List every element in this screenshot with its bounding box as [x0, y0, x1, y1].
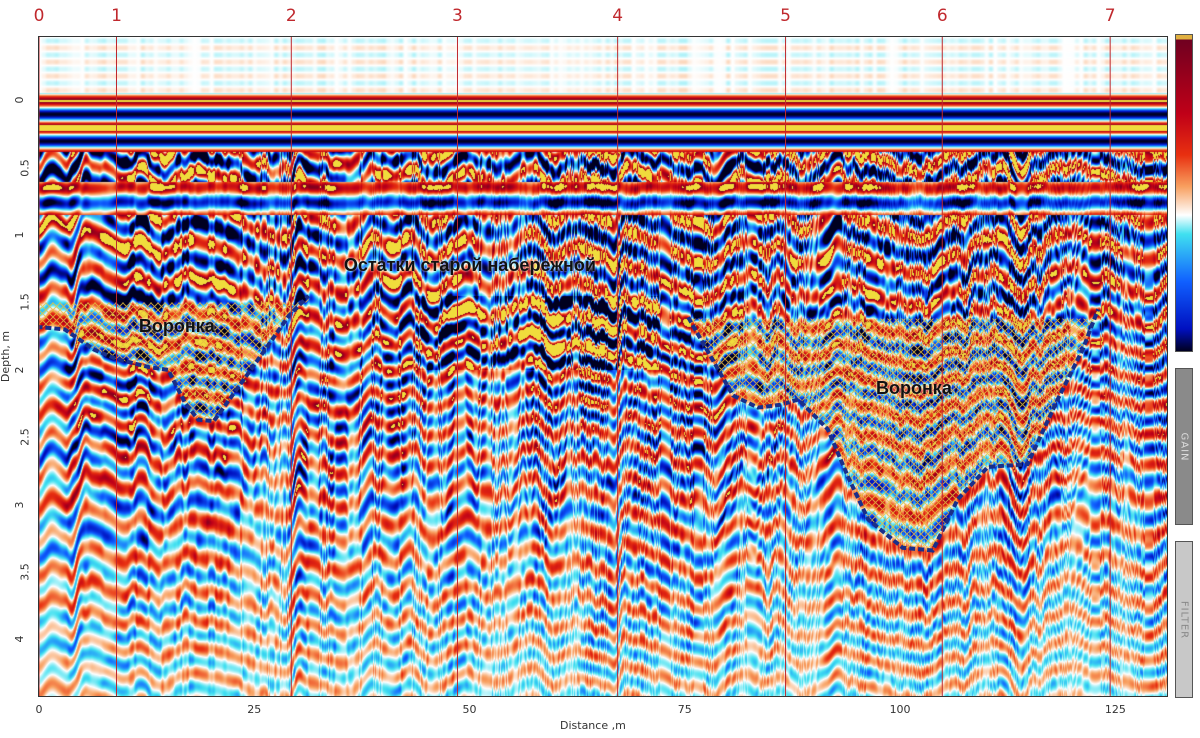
marker-label-3: 3 — [452, 6, 463, 26]
annotation-label: Воронка — [138, 315, 215, 336]
radargram-overlay — [39, 37, 1111, 696]
marker-label-2: 2 — [285, 6, 297, 26]
x-tick-label: 100 — [889, 703, 911, 716]
marker-label-5: 5 — [780, 6, 791, 26]
x-tick-label: 0 — [35, 703, 43, 716]
filter-panel[interactable]: FILTER — [1175, 541, 1193, 698]
y-tick-label: 3.5 — [18, 563, 32, 581]
y-tick-label: 4 — [13, 635, 26, 643]
y-tick-label: 1 — [13, 231, 26, 239]
filter-label: FILTER — [1178, 600, 1190, 639]
y-tick-label: 2.5 — [18, 428, 32, 447]
x-tick-label: 25 — [247, 703, 262, 716]
y-tick-label: 3 — [13, 501, 26, 509]
marker-label-1: 1 — [111, 6, 122, 26]
gain-label: GAIN — [1178, 431, 1190, 462]
marker-label-0: 0 — [33, 6, 45, 26]
crater-outline-1 — [39, 294, 310, 424]
x-tick-label: 125 — [1104, 703, 1126, 716]
annotation-label: Воронка — [875, 377, 952, 398]
x-tick-label: 50 — [462, 703, 477, 716]
marker-label-7: 7 — [1104, 6, 1116, 26]
colorbar[interactable] — [1175, 34, 1193, 352]
marker-label-6: 6 — [936, 6, 948, 26]
y-tick-label: 2 — [13, 366, 26, 374]
crater-hatch-2 — [688, 309, 1099, 551]
y-tick-label: 0.5 — [18, 158, 32, 177]
y-axis-label: Depth, m — [0, 330, 13, 383]
annotation-label: Остатки старой набережной — [343, 255, 596, 276]
radargram-plot — [38, 36, 1168, 697]
x-axis-label: Distance ,m — [560, 719, 626, 732]
marker-label-4: 4 — [612, 6, 624, 26]
x-tick-label: 75 — [677, 703, 692, 716]
crater-hatch-1 — [39, 295, 309, 422]
y-tick-label: 0 — [13, 96, 26, 104]
crater-outline-2 — [686, 308, 1100, 553]
y-tick-label: 1.5 — [18, 293, 32, 312]
gain-panel[interactable]: GAIN — [1175, 368, 1193, 525]
